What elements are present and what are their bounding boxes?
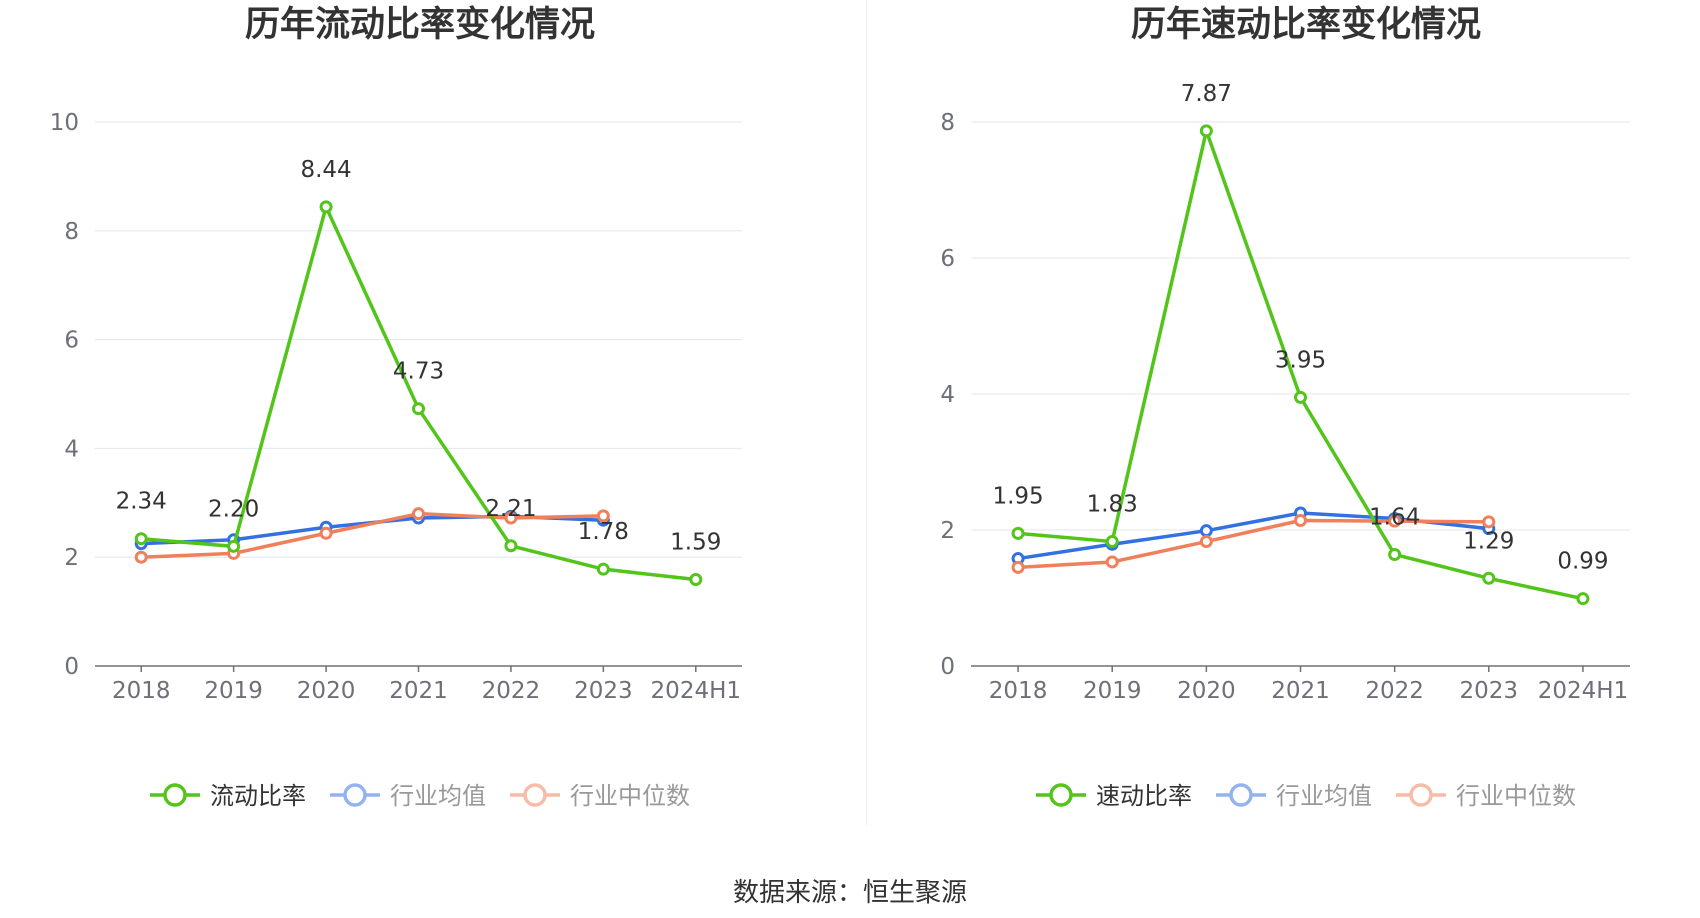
current-ratio-legend-item[interactable]: 行业均值 (330, 782, 486, 810)
quick-ratio-series-line-2 (1017, 518, 1489, 570)
quick-ratio-y-tick-label: 6 (940, 246, 955, 272)
quick-ratio-point[interactable] (1199, 535, 1213, 549)
current-ratio-data-label: 8.44 (300, 157, 351, 183)
current-ratio-y-tick-label: 4 (64, 436, 79, 462)
quick-ratio-x-tick-label: 2018 (989, 678, 1048, 704)
current-ratio-legend-label: 行业均值 (390, 782, 486, 810)
current-ratio-data-label: 1.78 (578, 519, 629, 545)
quick-ratio-y-tick-label: 8 (940, 110, 955, 136)
quick-ratio-point[interactable] (1482, 571, 1496, 585)
quick-ratio-title: 历年速动比率变化情况 (1131, 5, 1481, 45)
current-ratio-x-tick-label: 2022 (482, 678, 541, 704)
quick-ratio-point[interactable] (1011, 560, 1025, 574)
quick-ratio-point[interactable] (1482, 515, 1496, 529)
current-ratio-series-line-2 (141, 511, 604, 559)
quick-ratio-data-label: 0.99 (1557, 549, 1608, 575)
quick-ratio-data-label: 7.87 (1181, 81, 1232, 107)
current-ratio-point[interactable] (596, 562, 610, 576)
quick-ratio-x-tick-label: 2024H1 (1538, 678, 1628, 704)
current-ratio-point[interactable] (134, 550, 148, 564)
current-ratio-point[interactable] (412, 402, 425, 416)
quick-ratio-x-tick-label: 2020 (1177, 678, 1236, 704)
quick-ratio-x-tick-label: 2023 (1460, 678, 1519, 704)
current-ratio-point[interactable] (504, 539, 518, 553)
current-ratio-y-tick-label: 0 (64, 654, 79, 680)
current-ratio-point[interactable] (596, 509, 610, 523)
quick-ratio-y-tick-label: 4 (940, 382, 955, 408)
quick-ratio-legend-label: 行业均值 (1276, 782, 1372, 810)
current-ratio-point[interactable] (689, 573, 703, 587)
quick-ratio-legend-item[interactable]: 行业中位数 (1396, 782, 1576, 810)
current-ratio-legend-item[interactable]: 行业中位数 (510, 782, 690, 810)
current-ratio-legend-marker (163, 783, 187, 807)
current-ratio-legend-marker (523, 783, 547, 807)
quick-ratio-x-tick-label: 2022 (1365, 678, 1424, 704)
current-ratio-point[interactable] (319, 526, 333, 540)
chart-divider (866, 0, 867, 825)
current-ratio-x-tick-label: 2019 (204, 678, 263, 704)
current-ratio-y-tick-label: 10 (50, 110, 79, 136)
quick-ratio-point[interactable] (1294, 390, 1307, 404)
current-ratio-legend-label: 行业中位数 (570, 782, 690, 810)
current-ratio-x-tick-label: 2018 (112, 678, 171, 704)
current-ratio-x-tick-label: 2020 (297, 678, 356, 704)
current-ratio-data-label: 4.73 (393, 359, 444, 385)
current-ratio-point[interactable] (134, 532, 148, 546)
current-ratio-point[interactable] (504, 511, 518, 525)
quick-ratio-legend-label: 行业中位数 (1456, 782, 1576, 810)
quick-ratio-point[interactable] (1199, 524, 1213, 538)
quick-ratio-data-label: 1.64 (1369, 504, 1420, 530)
current-ratio-point[interactable] (412, 507, 425, 521)
quick-ratio-x-tick-label: 2021 (1271, 678, 1330, 704)
quick-ratio-chart: 历年速动比率变化情况 0 2 4 6 8 2018 2019 2020 2021 2022 2023 2… (940, 5, 1630, 810)
current-ratio-legend-item[interactable]: 流动比率 (150, 782, 306, 810)
quick-ratio-data-label: 3.95 (1275, 347, 1326, 373)
current-ratio-x-tick-label: 2023 (574, 678, 633, 704)
current-ratio-data-label: 2.20 (208, 496, 259, 522)
quick-ratio-point[interactable] (1105, 555, 1119, 569)
quick-ratio-legend-marker (1049, 783, 1073, 807)
quick-ratio-y-tick-label: 2 (940, 518, 955, 544)
current-ratio-data-label: 1.59 (670, 530, 721, 556)
quick-ratio-legend-marker (1409, 783, 1433, 807)
quick-ratio-data-label: 1.95 (992, 483, 1043, 509)
quick-ratio-legend-item[interactable]: 速动比率 (1036, 782, 1192, 810)
quick-ratio-y-tick-label: 0 (940, 654, 955, 680)
current-ratio-x-tick-label: 2024H1 (651, 678, 741, 704)
current-ratio-y-tick-label: 8 (64, 219, 79, 245)
quick-ratio-point[interactable] (1388, 547, 1402, 561)
quick-ratio-point[interactable] (1011, 526, 1025, 540)
quick-ratio-point[interactable] (1576, 592, 1590, 606)
quick-ratio-legend-marker (1229, 783, 1253, 807)
current-ratio-y-tick-label: 2 (64, 545, 79, 571)
current-ratio-legend-marker (343, 783, 367, 807)
current-ratio-y-tick-label: 6 (64, 328, 79, 354)
quick-ratio-point[interactable] (1105, 535, 1119, 549)
quick-ratio-point[interactable] (1199, 124, 1213, 138)
quick-ratio-x-tick-label: 2019 (1083, 678, 1142, 704)
current-ratio-data-label: 2.21 (485, 496, 536, 522)
quick-ratio-data-label: 1.29 (1463, 528, 1514, 554)
current-ratio-chart: 历年流动比率变化情况 0 2 4 6 8 10 2018 2019 2020 2021 2022 202… (50, 5, 742, 810)
current-ratio-legend-label: 流动比率 (210, 782, 306, 810)
current-ratio-point[interactable] (227, 539, 241, 553)
data-source: 数据来源：恒生聚源 (732, 878, 967, 908)
quick-ratio-legend-label: 速动比率 (1096, 782, 1192, 810)
quick-ratio-point[interactable] (1388, 514, 1402, 528)
current-ratio-title: 历年流动比率变化情况 (245, 5, 595, 45)
current-ratio-data-label: 2.34 (116, 489, 167, 515)
quick-ratio-point[interactable] (1294, 513, 1307, 527)
quick-ratio-data-label: 1.83 (1087, 492, 1138, 518)
quick-ratio-legend-item[interactable]: 行业均值 (1216, 782, 1372, 810)
current-ratio-point[interactable] (319, 200, 333, 214)
current-ratio-x-tick-label: 2021 (389, 678, 448, 704)
